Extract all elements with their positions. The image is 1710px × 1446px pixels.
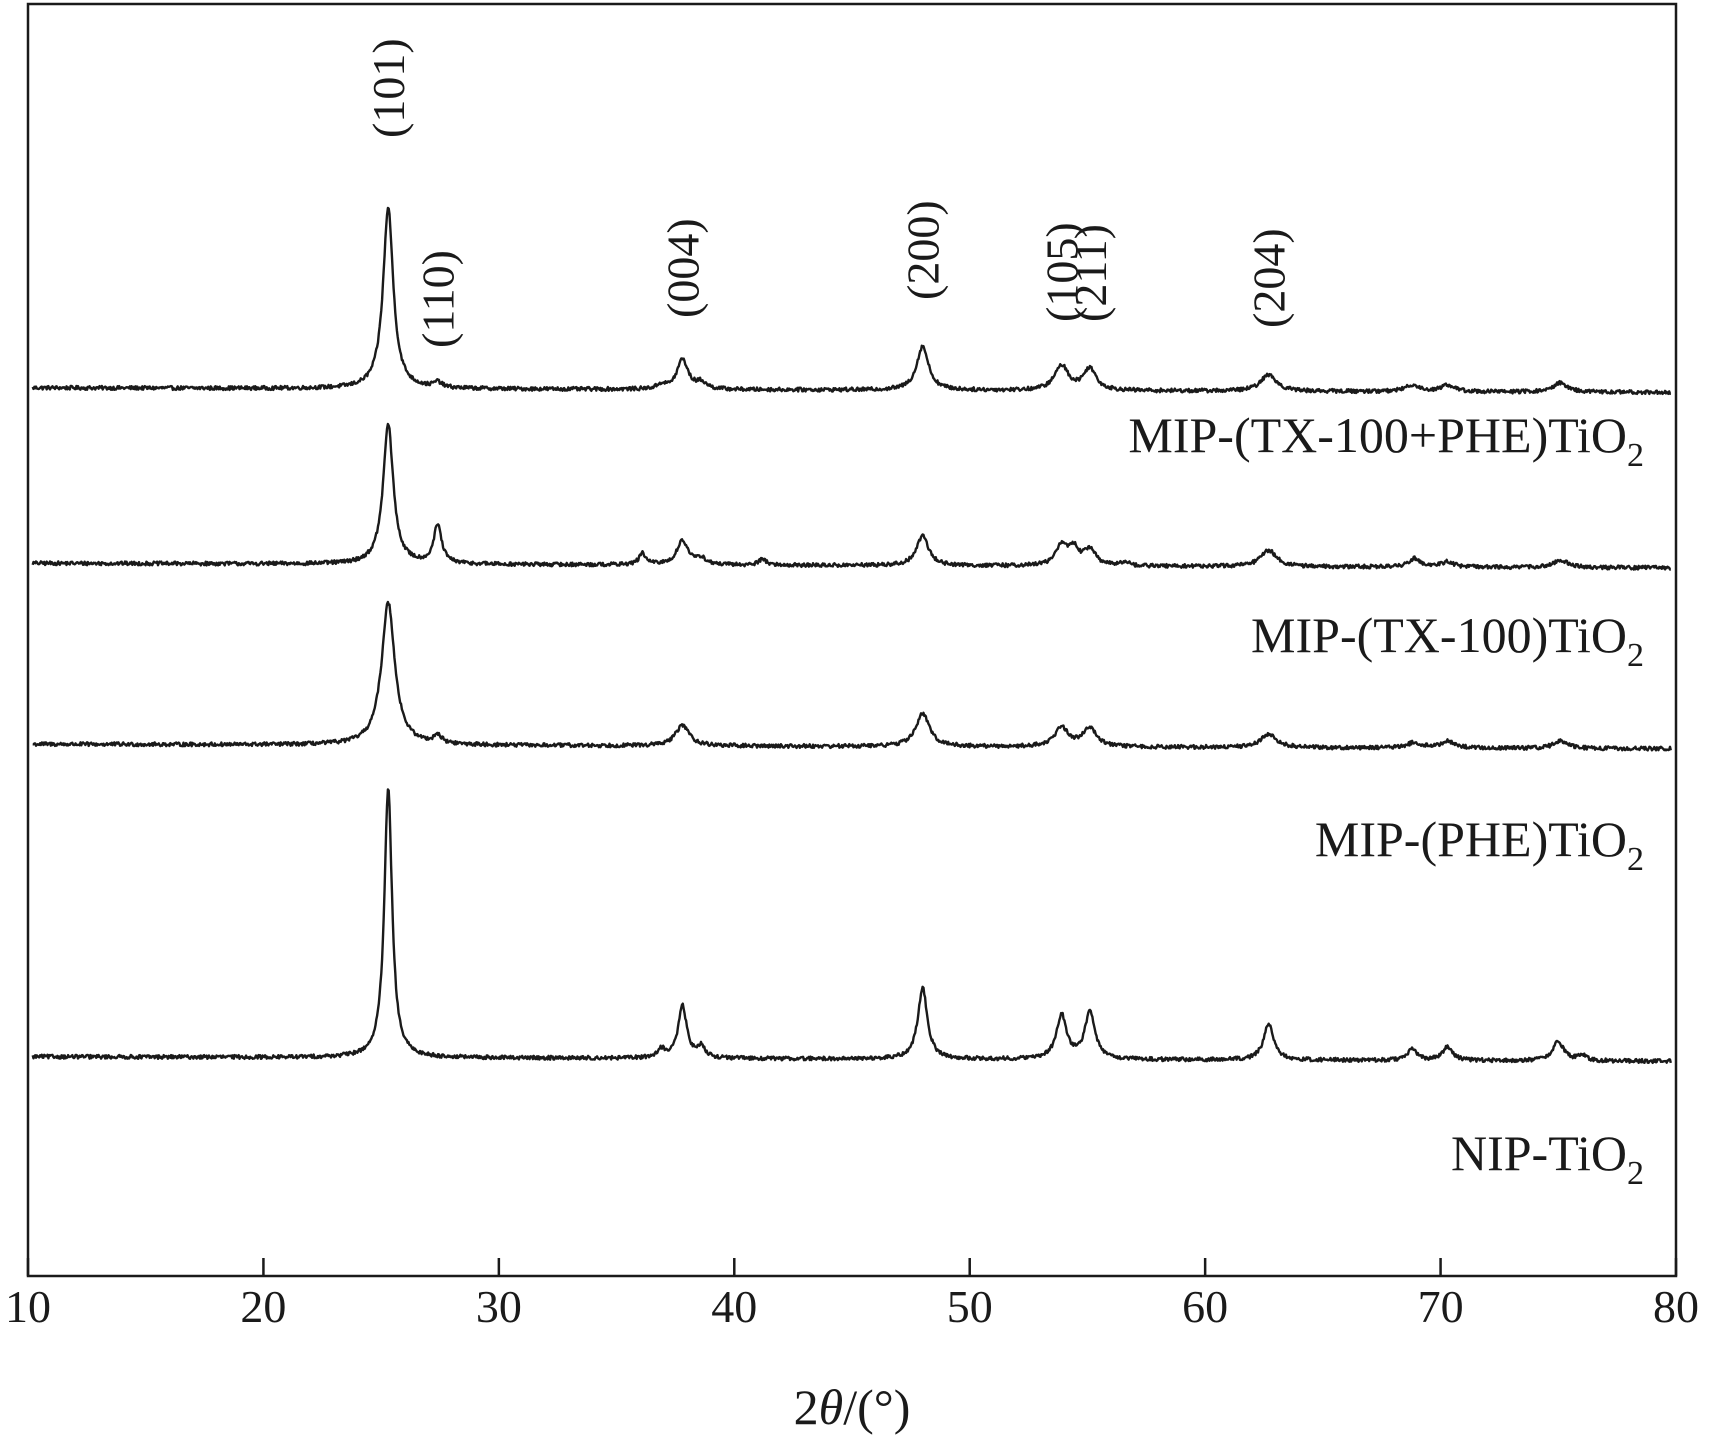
x-tick-label-10: 10	[5, 1281, 51, 1332]
x-axis-tick-labels: 10 20 30 40 50 60 70 80	[5, 1281, 1699, 1332]
peak-label-110: (110)	[413, 250, 464, 348]
series-label-2: MIP-(TX-100)TiO2	[1251, 607, 1644, 674]
plot-frame	[26, 2, 1678, 1278]
series-label-4: NIP-TiO2	[1451, 1125, 1644, 1192]
series-line-2	[31, 422, 1672, 571]
peak-labels: (101) (110) (004) (200) (105)(211) (204)	[363, 38, 1295, 348]
series-label-subscript: 2	[1627, 1155, 1644, 1192]
peak-label-105: (105)	[1037, 222, 1088, 322]
series-label-name: MIP-(PHE)TiO	[1315, 811, 1627, 867]
series-group	[31, 206, 1672, 1065]
peak-label-204: (204)	[1244, 228, 1295, 328]
series-line-4	[31, 788, 1672, 1065]
x-axis-label-prefix: 2	[794, 1379, 819, 1435]
series-labels: MIP-(TX-100+PHE)TiO2MIP-(TX-100)TiO2MIP-…	[1128, 407, 1644, 1192]
series-line-3	[32, 600, 1672, 752]
peak-label-200: (200)	[898, 200, 949, 300]
x-tick-label-20: 20	[240, 1281, 286, 1332]
series-label-3: MIP-(PHE)TiO2	[1315, 811, 1644, 878]
x-tick-label-50: 50	[947, 1281, 993, 1332]
x-tick-label-80: 80	[1653, 1281, 1699, 1332]
peak-label-211: (211)	[1065, 224, 1116, 322]
series-label-subscript: 2	[1627, 637, 1644, 674]
series-label-subscript: 2	[1627, 841, 1644, 878]
series-line-1	[31, 206, 1672, 396]
series-label-name: MIP-(TX-100)TiO	[1251, 607, 1627, 663]
x-axis-label: 2θ/(°)	[794, 1379, 911, 1435]
x-tick-label-60: 60	[1182, 1281, 1228, 1332]
series-label-1: MIP-(TX-100+PHE)TiO2	[1128, 407, 1644, 474]
peak-label-004: (004)	[657, 218, 708, 318]
series-label-name: NIP-TiO	[1451, 1125, 1627, 1181]
series-label-name: MIP-(TX-100+PHE)TiO	[1128, 407, 1627, 463]
x-axis-ticks	[26, 1258, 1678, 1276]
x-axis-label-suffix: /(°)	[843, 1379, 910, 1435]
x-tick-label-30: 30	[476, 1281, 522, 1332]
x-axis-label-theta: θ	[819, 1379, 844, 1435]
x-tick-label-70: 70	[1418, 1281, 1464, 1332]
x-tick-label-40: 40	[711, 1281, 757, 1332]
peak-label-101: (101)	[363, 38, 414, 138]
series-label-subscript: 2	[1627, 437, 1644, 474]
